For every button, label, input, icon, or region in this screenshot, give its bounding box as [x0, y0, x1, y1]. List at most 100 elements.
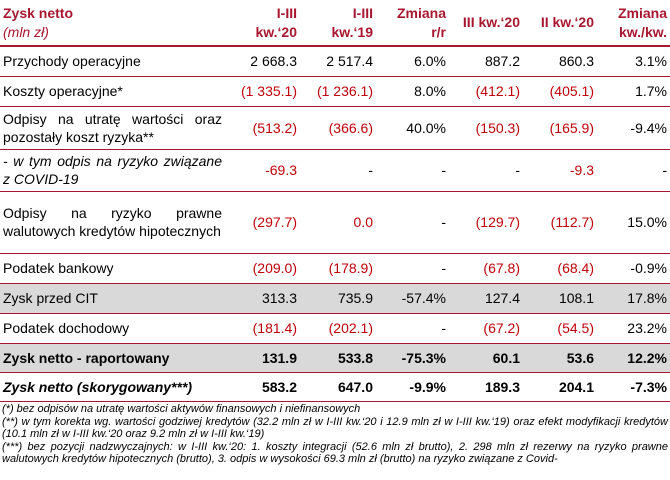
cell-value: 735.9	[300, 283, 376, 314]
footnote: (**) w tym korekta wg. wartości godziwej…	[2, 415, 668, 441]
cell-value: 127.4	[449, 283, 523, 314]
cell-value: -75.3%	[376, 343, 449, 373]
table-row: Zysk netto (skorygowany***) 583.2 647.0 …	[0, 372, 670, 402]
row-label: Zysk netto - raportowany	[0, 343, 225, 373]
net-profit-table: Zysk netto (mln zł) I-III kw.‘20 I-III kw.…	[0, 0, 670, 402]
cell-value: 131.9	[225, 343, 300, 373]
cell-value: (181.4)	[225, 313, 300, 344]
cell-value: -	[376, 149, 449, 192]
col-header-text: kw.‘20	[255, 23, 297, 40]
table-unit: (mln zł)	[3, 23, 49, 40]
col-header-text: Zmiana	[396, 4, 446, 21]
cell-value: 60.1	[449, 343, 523, 373]
cell-value: 40.0%	[376, 106, 449, 150]
cell-value: 204.1	[523, 372, 597, 402]
cell-value: -57.4%	[376, 283, 449, 314]
footnote: (***) bez pozycji nadzwyczajnych: w I-II…	[2, 440, 668, 466]
row-label: Podatek bankowy	[0, 253, 225, 284]
table-row: Koszty operacyjne* (1 335.1) (1 236.1) 8…	[0, 76, 670, 107]
cell-value: (513.2)	[225, 106, 300, 150]
row-label: Przychody operacyjne	[0, 46, 225, 77]
cell-value: -69.3	[225, 149, 300, 192]
row-label: Odpisy na ryzyko prawne walutowych kredy…	[0, 191, 225, 254]
row-label: Zysk przed CIT	[0, 283, 225, 314]
table-row: Zysk netto - raportowany 131.9 533.8 -75…	[0, 343, 670, 373]
table-row: Odpisy na utratę wartości oraz pozostały…	[0, 106, 670, 150]
table-row: Odpisy na ryzyko prawne walutowych kredy…	[0, 191, 670, 254]
cell-value: 12.2%	[597, 343, 670, 373]
col-header-text: I-III	[276, 4, 297, 21]
cell-value: (112.7)	[523, 191, 597, 254]
cell-value: 647.0	[300, 372, 376, 402]
cell-value: (165.9)	[523, 106, 597, 150]
col-header-text: r/r	[431, 23, 446, 40]
cell-value: (366.6)	[300, 106, 376, 150]
cell-value: -	[300, 149, 376, 192]
cell-value: -	[597, 149, 670, 192]
cell-value: (1 335.1)	[225, 76, 300, 107]
col-header-text: I-III	[352, 4, 373, 21]
row-label: Podatek dochodowy	[0, 313, 225, 344]
row-label: Koszty operacyjne*	[0, 76, 225, 107]
cell-value: (405.1)	[523, 76, 597, 107]
cell-value: -	[376, 313, 449, 344]
table-row: - w tym odpis na ryzyko związane z COVID…	[0, 149, 670, 192]
cell-value: 887.2	[449, 46, 523, 77]
cell-value: 2 668.3	[225, 46, 300, 77]
col-header-iii-q-20: III kw.‘20	[449, 0, 523, 47]
footnotes: (*) bez odpisów na utratę wartości aktyw…	[0, 403, 670, 466]
cell-value: (67.2)	[449, 313, 523, 344]
col-header-change-qoq: Zmiana kw./kw.	[597, 0, 670, 47]
cell-value: 108.1	[523, 283, 597, 314]
cell-value: (209.0)	[225, 253, 300, 284]
cell-value: -9.4%	[597, 106, 670, 150]
cell-value: 860.3	[523, 46, 597, 77]
row-label: Zysk netto (skorygowany***)	[0, 372, 225, 402]
row-label: Odpisy na utratę wartości oraz pozostały…	[0, 106, 225, 150]
cell-value: 8.0%	[376, 76, 449, 107]
cell-value: (67.8)	[449, 253, 523, 284]
cell-value: (54.5)	[523, 313, 597, 344]
row-label: - w tym odpis na ryzyko związane z COVID…	[0, 149, 225, 192]
cell-value: (412.1)	[449, 76, 523, 107]
cell-value: 15.0%	[597, 191, 670, 254]
col-header-ii-q-20: II kw.‘20	[523, 0, 597, 47]
table-row: Przychody operacyjne 2 668.3 2 517.4 6.0…	[0, 46, 670, 77]
header-row: Zysk netto (mln zł) I-III kw.‘20 I-III kw.…	[0, 0, 670, 47]
cell-value: 23.2%	[597, 313, 670, 344]
cell-value: -	[449, 149, 523, 192]
cell-value: (202.1)	[300, 313, 376, 344]
table-title-cell: Zysk netto (mln zł)	[0, 0, 225, 47]
cell-value: (297.7)	[225, 191, 300, 254]
cell-value: -9.9%	[376, 372, 449, 402]
cell-value: 583.2	[225, 372, 300, 402]
cell-value: -	[376, 253, 449, 284]
table-row: Zysk przed CIT 313.3 735.9 -57.4% 127.4 …	[0, 283, 670, 314]
cell-value: -	[376, 191, 449, 254]
cell-value: (150.3)	[449, 106, 523, 150]
cell-value: -0.9%	[597, 253, 670, 284]
cell-value: 1.7%	[597, 76, 670, 107]
cell-value: 2 517.4	[300, 46, 376, 77]
cell-value: 533.8	[300, 343, 376, 373]
cell-value: 53.6	[523, 343, 597, 373]
cell-value: (68.4)	[523, 253, 597, 284]
col-header-text: kw./kw.	[619, 23, 667, 40]
cell-value: 189.3	[449, 372, 523, 402]
table-title: Zysk netto	[3, 4, 74, 21]
cell-value: (1 236.1)	[300, 76, 376, 107]
col-header-i-iii-19: I-III kw.‘19	[300, 0, 376, 47]
cell-value: 3.1%	[597, 46, 670, 77]
cell-value: (178.9)	[300, 253, 376, 284]
cell-value: -7.3%	[597, 372, 670, 402]
footnote: (*) bez odpisów na utratę wartości aktyw…	[2, 403, 361, 415]
table-row: Podatek dochodowy (181.4) (202.1) - (67.…	[0, 313, 670, 344]
table-row: Podatek bankowy (209.0) (178.9) - (67.8)…	[0, 253, 670, 284]
cell-value: 313.3	[225, 283, 300, 314]
col-header-text: Zmiana	[617, 4, 667, 21]
cell-value: (129.7)	[449, 191, 523, 254]
col-header-i-iii-20: I-III kw.‘20	[225, 0, 300, 47]
cell-value: -9.3	[523, 149, 597, 192]
col-header-change-yoy: Zmiana r/r	[376, 0, 449, 47]
cell-value: 0.0	[300, 191, 376, 254]
